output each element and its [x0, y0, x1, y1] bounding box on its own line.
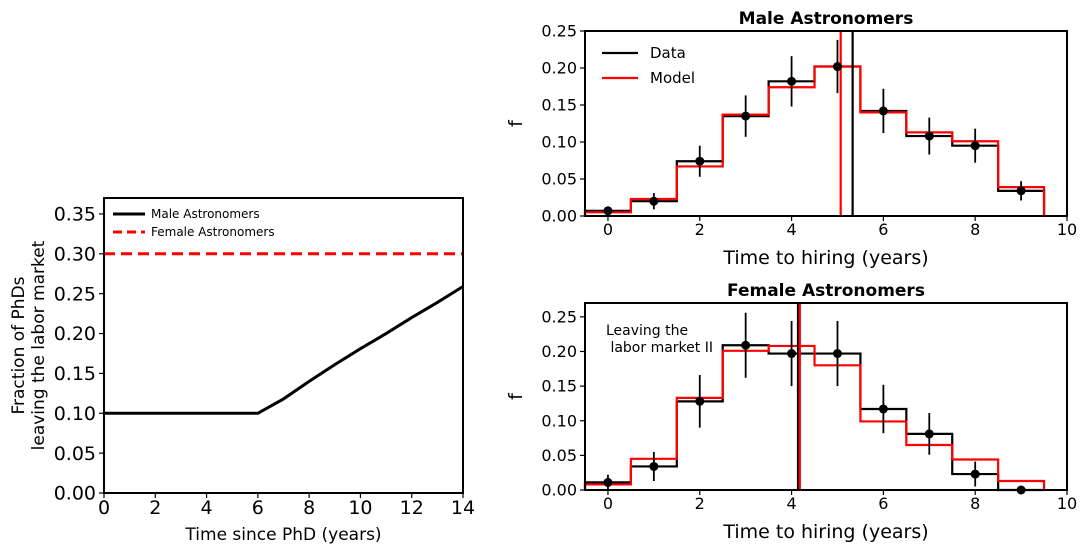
x-tick-label: 2	[149, 497, 161, 519]
x-tick-label: 8	[303, 497, 315, 519]
chart-female-astronomers: 0 2 4 6 8 10 0.00 0.05 0.10 0.15 0.20 0.25 Female As…	[505, 281, 1077, 543]
y-axis-label-line2: leaving the labor market	[29, 240, 49, 450]
x-tick-label: 0	[603, 220, 613, 239]
data-point	[695, 396, 705, 406]
legend: Male Astronomers Female Astronomers	[113, 207, 275, 239]
y-tick-label: 0.15	[541, 377, 577, 396]
x-tick-label: 0	[98, 497, 110, 519]
y-tick-label: 0.15	[54, 363, 96, 385]
y-tick-label: 0.05	[541, 446, 577, 465]
data-point	[695, 156, 705, 166]
x-axis-label: Time to hiring (years)	[722, 247, 928, 269]
chart-title: Female Astronomers	[727, 281, 925, 301]
y-tick-label: 0.05	[541, 170, 577, 189]
y-tick-label: 0.00	[541, 207, 577, 226]
y-tick-label: 0.20	[541, 59, 577, 78]
data-point	[1016, 186, 1026, 196]
y-tick-label: 0.35	[54, 204, 96, 226]
y-tick-label: 0.10	[541, 411, 577, 430]
data-point	[649, 196, 659, 206]
y-tick-label: 0.25	[541, 22, 577, 41]
x-tick-label: 14	[451, 497, 475, 519]
chart-labor-market-fraction: 0 2 4 6 8 10 12 14 0.00 0.05 0.10 0.15 0.20 0.25 0.30 0…	[9, 197, 475, 544]
y-tick-label: 0.10	[541, 133, 577, 152]
legend-label: Model	[650, 69, 695, 87]
x-tick-label: 12	[400, 497, 424, 519]
legend-label: Male Astronomers	[151, 207, 260, 221]
legend-label: Female Astronomers	[151, 225, 275, 239]
x-tick-label: 10	[348, 497, 372, 519]
y-tick-label: 0.25	[541, 307, 577, 326]
data-point	[924, 429, 934, 439]
plot-frame	[584, 30, 1068, 217]
plot-frame	[103, 197, 464, 494]
y-tick-label: 0.10	[54, 403, 96, 425]
x-tick-label: 4	[201, 497, 213, 519]
x-tick-label: 4	[786, 494, 796, 513]
y-tick-label: 0.05	[54, 443, 96, 465]
x-tick-label: 8	[970, 494, 980, 513]
y-axis-label: f	[505, 392, 527, 400]
data-point	[832, 349, 842, 359]
data-point	[970, 141, 980, 151]
legend-label: Data	[650, 44, 686, 62]
x-tick-label: 6	[878, 220, 888, 239]
chart-male-astronomers: 0 2 4 6 8 10 0.00 0.05 0.10 0.15 0.20 0.25 Male Astr…	[505, 9, 1077, 269]
x-tick-label: 8	[970, 220, 980, 239]
data-point	[787, 76, 797, 86]
data-point	[924, 131, 934, 141]
x-tick-label: 10	[1057, 494, 1077, 513]
x-tick-label: 6	[878, 494, 888, 513]
y-tick-label: 0.00	[54, 483, 96, 505]
x-tick-label: 6	[252, 497, 264, 519]
legend: Data Model	[602, 44, 695, 87]
data-point	[741, 340, 751, 350]
data-point	[787, 349, 797, 359]
data-point	[649, 461, 659, 471]
x-tick-label: 4	[786, 220, 796, 239]
annotation-text: labor market II	[606, 340, 713, 356]
x-axis-label: Time since PhD (years)	[184, 525, 381, 544]
x-tick-label: 10	[1057, 220, 1077, 239]
chart-title: Male Astronomers	[739, 9, 914, 29]
plot-frame	[584, 302, 1068, 491]
data-point	[741, 111, 751, 121]
y-tick-label: 0.20	[54, 323, 96, 345]
y-axis-label: f	[505, 119, 527, 127]
y-tick-label: 0.25	[54, 283, 96, 305]
x-axis-label: Time to hiring (years)	[722, 521, 928, 543]
series-line	[104, 285, 464, 415]
y-tick-label: 0.00	[541, 481, 577, 500]
x-tick-label: 2	[695, 220, 705, 239]
annotation-text: Leaving the	[606, 323, 688, 339]
y-tick-label: 0.15	[541, 96, 577, 115]
data-point	[878, 106, 888, 116]
data-point	[603, 477, 613, 487]
x-tick-label: 2	[695, 494, 705, 513]
y-tick-label: 0.30	[54, 243, 96, 265]
data-point	[832, 62, 842, 72]
y-tick-label: 0.20	[541, 342, 577, 361]
data-point	[878, 404, 888, 414]
y-axis-label-line1: Fraction of PhDs	[9, 276, 29, 414]
data-point	[970, 469, 980, 479]
data-point	[603, 206, 613, 216]
x-tick-label: 0	[603, 494, 613, 513]
